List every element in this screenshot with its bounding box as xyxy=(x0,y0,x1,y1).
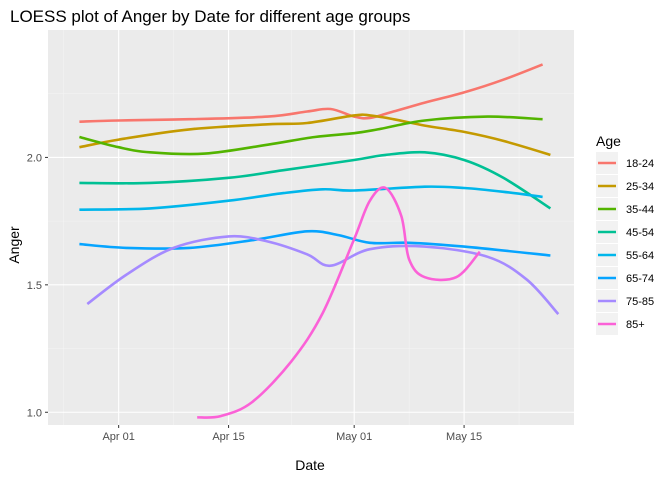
series-line-25-34 xyxy=(79,113,551,157)
series-line-45-54 xyxy=(79,150,552,210)
series-line-35-44 xyxy=(79,115,543,156)
series-line-55-64 xyxy=(79,185,543,211)
series-line-65-74 xyxy=(79,229,551,257)
chart-title: LOESS plot of Anger by Date for differen… xyxy=(10,7,410,26)
minor-gridlines xyxy=(48,30,574,425)
x-tick-label: May 01 xyxy=(336,431,372,443)
y-tick-label: 2.0 xyxy=(27,152,42,164)
x-tick-label: Apr 01 xyxy=(102,431,134,443)
major-gridlines xyxy=(48,30,574,425)
series-line-75-85 xyxy=(86,234,560,315)
legend-label-25-34: 25-34 xyxy=(626,181,654,193)
legend: Age 18-24 25-34 35-44 45-54 55-64 65-74 75-85 8… xyxy=(596,133,654,335)
x-tick-label: May 15 xyxy=(446,431,482,443)
y-axis-title: Anger xyxy=(6,226,22,264)
legend-label-65-74: 65-74 xyxy=(626,273,654,285)
series-line-85+ xyxy=(197,186,481,419)
plot-panel xyxy=(48,30,574,425)
y-axis: 1.0 1.5 2.0 xyxy=(27,152,48,419)
series-lines xyxy=(79,63,560,419)
x-axis: Apr 01 Apr 15 May 01 May 15 xyxy=(102,425,482,443)
y-tick-label: 1.0 xyxy=(27,407,42,419)
legend-label-35-44: 35-44 xyxy=(626,204,654,216)
legend-label-18-24: 18-24 xyxy=(626,158,654,170)
legend-label-45-54: 45-54 xyxy=(626,227,654,239)
x-axis-title: Date xyxy=(295,457,325,473)
x-tick-label: Apr 15 xyxy=(212,431,244,443)
legend-label-85+: 85+ xyxy=(626,319,645,331)
legend-title: Age xyxy=(596,133,621,149)
legend-label-55-64: 55-64 xyxy=(626,250,654,262)
legend-label-75-85: 75-85 xyxy=(626,296,654,308)
y-tick-label: 1.5 xyxy=(27,280,42,292)
